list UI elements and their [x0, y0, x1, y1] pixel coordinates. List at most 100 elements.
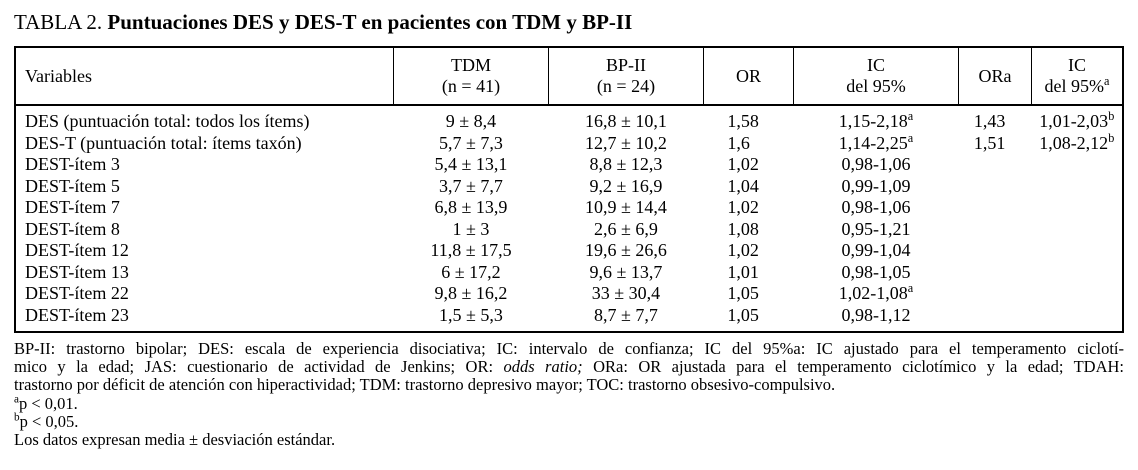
cell-or: 1,02: [704, 197, 794, 219]
cell-ora: [959, 283, 1032, 305]
footnotes: BP-II: trastorno bipolar; DES: escala de…: [14, 333, 1124, 449]
header-row: Variables TDM (n = 41) BP-II (n = 24) OR IC del…: [15, 47, 1123, 106]
cell-ic95: 1,14-2,25a: [838, 130, 914, 153]
or-value: 1,58: [727, 111, 759, 131]
significance-superscript: a: [907, 281, 914, 295]
cell-ora: 1,51: [959, 133, 1032, 155]
cell-tdm: 11,8 ± 17,5: [430, 240, 512, 260]
col-header-ic95a: IC del 95%a: [1031, 47, 1123, 106]
cell-bpii: 8,7 ± 7,7: [594, 304, 658, 325]
cell-variable: DEST-ítem 8: [25, 218, 120, 239]
cell-or: 1,05: [704, 283, 794, 305]
significance-superscript: a: [907, 109, 914, 123]
col-header-or: OR: [703, 47, 794, 106]
cell-ora: [959, 176, 1032, 198]
cell-ic95: 0,98-1,06: [841, 197, 911, 217]
footnote-sig-a-text: p < 0,01.: [18, 393, 78, 413]
header-superscript: a: [1104, 74, 1110, 88]
or-value: 1,05: [727, 304, 759, 325]
cell-tdm: 5,7 ± 7,3: [439, 132, 503, 153]
header-line: (n = 24): [596, 76, 656, 96]
or-value: 1,04: [727, 175, 759, 196]
significance-superscript: b: [1108, 130, 1115, 145]
header-line: Variables: [25, 65, 92, 86]
cell-ic95: 0,98-1,06: [841, 154, 911, 174]
cell-ic95: 0,99-1,04: [841, 240, 911, 260]
cell-ic95a: [1032, 176, 1124, 198]
cell-ic95a: 1,08-2,12b: [1039, 130, 1115, 153]
footnote-significance-a: ap < 0,01.: [14, 393, 1124, 413]
header-line: ORa: [978, 65, 1012, 86]
table-row: DEST-ítem 12 11,8 ± 17,5 19,6 ± 26,6 1,02 0,…: [15, 240, 1123, 262]
or-value: 1,05: [727, 283, 759, 303]
cell-bpii: 33 ± 30,4: [591, 283, 661, 303]
header-line: del 95%: [846, 76, 906, 96]
cell-or: 1,01: [704, 262, 794, 284]
footnote-abbreviations-line1: BP-II: trastorno bipolar; DES: escala de…: [14, 339, 1124, 358]
cell-variable: DES (puntuación total: todos los ítems): [25, 111, 310, 131]
cell-ora: [959, 154, 1032, 176]
table-title-text: Puntuaciones DES y DES-T en pacientes co…: [107, 10, 633, 34]
cell-ic95a: 1,01-2,03b: [1039, 109, 1115, 131]
cell-ic95: 0,98-1,12: [841, 304, 911, 325]
cell-variable: DEST-ítem 5: [25, 175, 120, 196]
cell-bpii: 12,7 ± 10,2: [585, 132, 667, 153]
col-header-variables: Variables: [15, 47, 394, 106]
cell-or: 1,6: [704, 133, 794, 155]
footnote-sig-b-text: p < 0,05.: [19, 411, 79, 431]
cell-bpii: 19,6 ± 26,6: [585, 240, 667, 260]
cell-ic95: 0,95-1,21: [841, 218, 911, 239]
cell-variable: DEST-ítem 3: [25, 154, 120, 174]
table-row: DES-T (puntuación total: ítems taxón) 5,7…: [15, 130, 1123, 155]
header-line: TDM: [451, 55, 491, 75]
table-row: DEST-ítem 5 3,7 ± 7,7 9,2 ± 16,9 1,04 0,99-1…: [15, 176, 1123, 198]
table-row: DEST-ítem 13 6 ± 17,2 9,6 ± 13,7 1,01 0,98-1…: [15, 262, 1123, 284]
header-line: OR: [735, 65, 761, 86]
cell-tdm: 9,8 ± 16,2: [434, 283, 508, 303]
cell-or: 1,02: [704, 154, 794, 176]
footnote-abbreviations-line2: mico y la edad; JAS: cuestionario de act…: [14, 358, 1124, 376]
cell-ora: [959, 219, 1032, 241]
table-row: DEST-ítem 23 1,5 ± 5,3 8,7 ± 7,7 1,05 0,98-1…: [15, 305, 1123, 333]
table-title: TABLA 2. Puntuaciones DES y DES-T en pac…: [14, 8, 1124, 46]
or-value: 1,02: [727, 197, 759, 217]
cell-or: 1,08: [704, 219, 794, 241]
ora-value: 1,51: [973, 132, 1006, 153]
header-line: del 95%a: [1044, 74, 1110, 96]
cell-or: 1,58: [704, 105, 794, 133]
cell-tdm: 6 ± 17,2: [441, 261, 501, 282]
footnote-sup-b: b: [14, 411, 20, 424]
cell-tdm: 1 ± 3: [452, 218, 490, 239]
table-number: TABLA 2.: [14, 10, 103, 34]
results-table: Variables TDM (n = 41) BP-II (n = 24) OR IC del…: [14, 46, 1124, 333]
significance-superscript: a: [907, 130, 914, 145]
cell-ic95a: [1032, 197, 1124, 219]
cell-variable: DES-T (puntuación total: ítems taxón): [25, 132, 302, 153]
cell-ic95a: [1032, 305, 1124, 333]
cell-ora: [959, 262, 1032, 284]
cell-tdm: 9 ± 8,4: [445, 111, 497, 131]
footnote-line2-pre: mico y la edad; JAS: cuestionario de act…: [14, 357, 504, 377]
cell-ic95: 1,15-2,18a: [838, 109, 914, 131]
ora-value: 1,43: [973, 111, 1006, 131]
or-value: 1,02: [727, 154, 759, 174]
table-header: Variables TDM (n = 41) BP-II (n = 24) OR IC del…: [15, 47, 1123, 106]
table-row: DES (puntuación total: todos los ítems) 9…: [15, 105, 1123, 133]
footnote-line2-post: ORa: OR ajustada para el temperamento ci…: [582, 357, 1125, 377]
cell-ic95: 0,99-1,09: [841, 175, 911, 196]
cell-or: 1,05: [704, 305, 794, 333]
or-value: 1,01: [727, 261, 759, 282]
cell-variable: DEST-ítem 13: [25, 261, 129, 282]
cell-bpii: 10,9 ± 14,4: [585, 197, 667, 217]
cell-ic95a: [1032, 240, 1124, 262]
cell-bpii: 8,8 ± 12,3: [589, 154, 663, 174]
footnote-data-note: Los datos expresan media ± desviación es…: [14, 430, 336, 450]
table-row: DEST-ítem 8 1 ± 3 2,6 ± 6,9 1,08 0,95-1,21: [15, 219, 1123, 241]
cell-bpii: 9,2 ± 16,9: [589, 175, 663, 196]
footnote-abbreviations-line3: trastorno por déficit de atención con hi…: [14, 375, 836, 395]
cell-tdm: 6,8 ± 13,9: [434, 197, 508, 217]
or-value: 1,08: [727, 218, 759, 239]
table-row: DEST-ítem 3 5,4 ± 13,1 8,8 ± 12,3 1,02 0,98-…: [15, 154, 1123, 176]
cell-variable: DEST-ítem 7: [25, 197, 120, 217]
